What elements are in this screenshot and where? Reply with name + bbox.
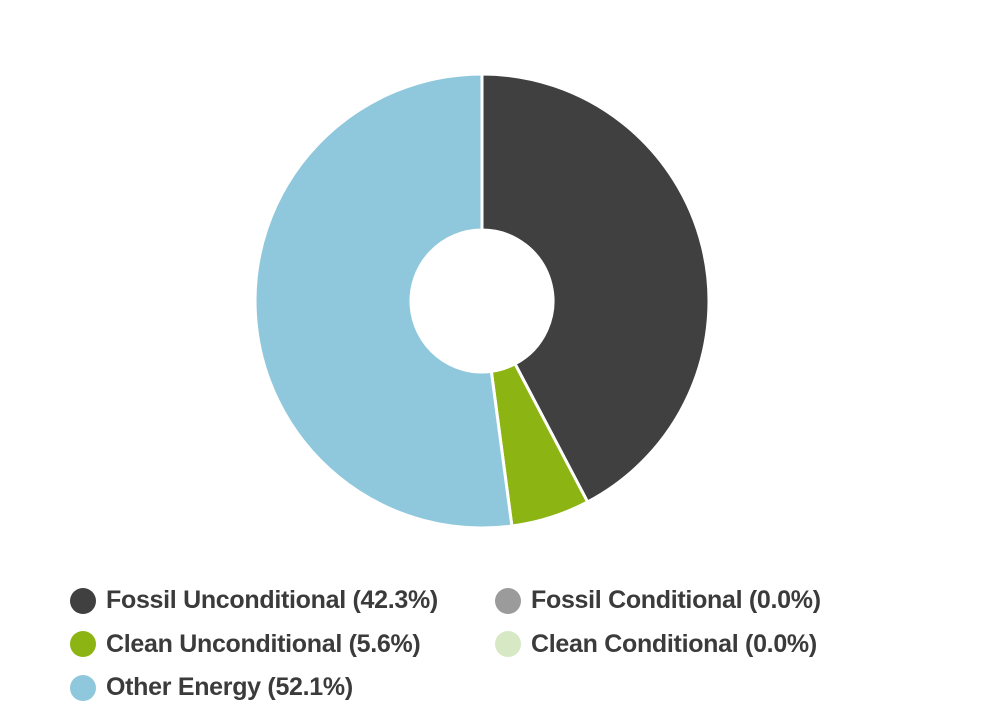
legend-item-other-energy: Other Energy (52.1%) (70, 666, 495, 710)
legend-label: Fossil Conditional (0.0%) (531, 586, 821, 615)
legend-color-swatch (70, 631, 96, 658)
legend-label: Clean Unconditional (5.6%) (106, 629, 421, 658)
legend-label: Other Energy (52.1%) (106, 673, 353, 702)
legend-item-clean-conditional: Clean Conditional (0.0%) (495, 623, 821, 667)
legend-item-clean-unconditional: Clean Unconditional (5.6%) (70, 623, 495, 667)
legend-item-fossil-unconditional: Fossil Unconditional (42.3%) (70, 579, 495, 623)
legend-color-swatch (70, 674, 96, 701)
legend-color-swatch (495, 631, 521, 658)
legend-color-swatch (70, 587, 96, 614)
legend-item-fossil-conditional: Fossil Conditional (0.0%) (495, 579, 821, 623)
legend-label: Clean Conditional (0.0%) (531, 629, 817, 658)
legend-color-swatch (495, 587, 521, 614)
pie-slice-other-energy (253, 72, 514, 530)
legend-label: Fossil Unconditional (42.3%) (106, 586, 438, 615)
chart-legend: Fossil Unconditional (42.3%) Fossil Cond… (70, 579, 821, 710)
pie-slice-fossil-unconditional (480, 72, 711, 504)
